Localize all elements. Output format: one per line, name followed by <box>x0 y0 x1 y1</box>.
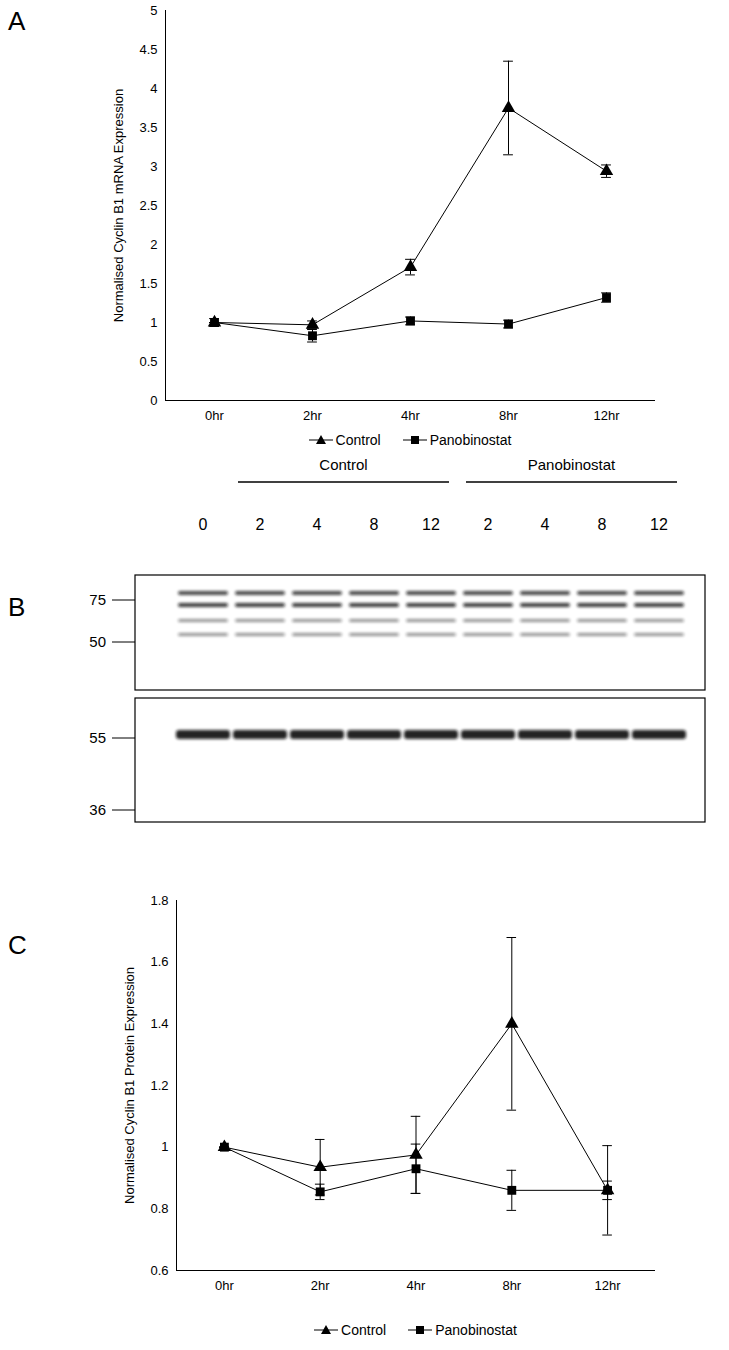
svg-text:8hr: 8hr <box>499 408 518 423</box>
svg-text:4hr: 4hr <box>401 408 420 423</box>
svg-text:55: 55 <box>89 729 106 746</box>
html-text:Panobinostat: Panobinostat <box>429 432 512 448</box>
html-text:C: C <box>8 930 27 960</box>
svg-text:8hr: 8hr <box>502 1278 521 1293</box>
svg-text:4.5: 4.5 <box>139 42 157 57</box>
svg-text:2hr: 2hr <box>311 1278 330 1293</box>
svg-text:1.8: 1.8 <box>150 893 168 908</box>
html-text:A: A <box>8 6 26 36</box>
svg-text:75: 75 <box>89 591 106 608</box>
svg-text:2.5: 2.5 <box>139 198 157 213</box>
svg-text:1.2: 1.2 <box>150 1078 168 1093</box>
svg-text:8: 8 <box>598 516 607 533</box>
svg-text:0hr: 0hr <box>205 408 224 423</box>
svg-text:8: 8 <box>370 516 379 533</box>
svg-text:36: 36 <box>89 801 106 818</box>
svg-text:1.4: 1.4 <box>150 1016 168 1031</box>
svg-text:0: 0 <box>199 516 208 533</box>
svg-text:Normalised Cyclin B1 Protein E: Normalised Cyclin B1 Protein Expression <box>122 967 137 1204</box>
svg-text:1: 1 <box>161 1139 168 1154</box>
svg-text:2: 2 <box>484 516 493 533</box>
html-text:Control: Control <box>335 432 381 448</box>
svg-text:2: 2 <box>256 516 265 533</box>
svg-text:4: 4 <box>541 516 550 533</box>
svg-text:5: 5 <box>150 3 157 18</box>
svg-text:12hr: 12hr <box>595 1278 622 1293</box>
html-text:B: B <box>8 592 26 622</box>
svg-text:2hr: 2hr <box>303 408 322 423</box>
svg-text:12: 12 <box>650 516 668 533</box>
svg-text:0.6: 0.6 <box>150 1263 168 1278</box>
svg-text:1.6: 1.6 <box>150 954 168 969</box>
svg-text:3.5: 3.5 <box>139 120 157 135</box>
svg-text:1.5: 1.5 <box>139 276 157 291</box>
svg-text:1: 1 <box>150 315 157 330</box>
svg-text:Panobinostat: Panobinostat <box>528 456 616 473</box>
svg-text:4: 4 <box>313 516 322 533</box>
svg-text:Normalised Cyclin B1 mRNA Expr: Normalised Cyclin B1 mRNA Expression <box>111 89 126 322</box>
svg-text:0.5: 0.5 <box>139 354 157 369</box>
html-text:Panobinostat: Panobinostat <box>435 1322 517 1338</box>
svg-text:0: 0 <box>150 393 157 408</box>
svg-text:12hr: 12hr <box>593 408 620 423</box>
svg-text:3: 3 <box>150 159 157 174</box>
svg-text:50: 50 <box>89 633 106 650</box>
svg-text:0hr: 0hr <box>215 1278 234 1293</box>
svg-text:Control: Control <box>319 456 367 473</box>
svg-text:2: 2 <box>150 237 157 252</box>
svg-text:12: 12 <box>422 516 440 533</box>
svg-text:4: 4 <box>150 81 157 96</box>
svg-text:0.8: 0.8 <box>150 1201 168 1216</box>
svg-text:4hr: 4hr <box>407 1278 426 1293</box>
html-text:Control: Control <box>341 1322 387 1338</box>
